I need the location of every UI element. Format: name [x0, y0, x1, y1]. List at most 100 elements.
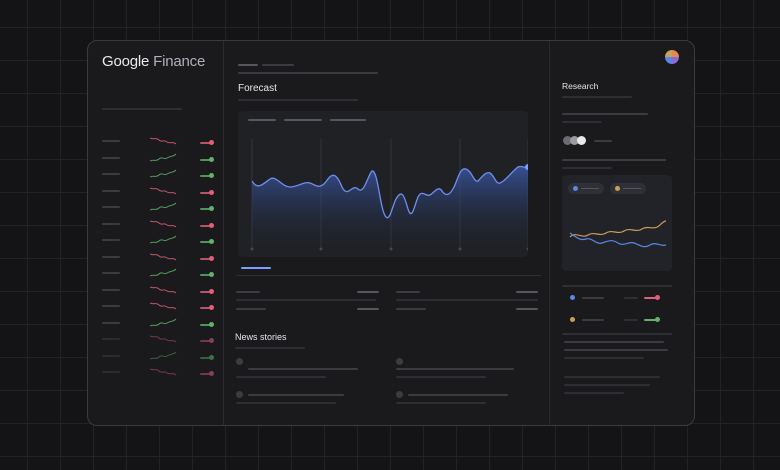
watchlist-row[interactable] [102, 333, 214, 349]
sidebar-subtitle-placeholder [102, 108, 182, 110]
research-title: Research [562, 81, 599, 91]
sparkline [150, 235, 177, 244]
series-dot-icon [570, 295, 575, 300]
series-chip-gold[interactable] [610, 183, 646, 194]
avatar-icon[interactable] [665, 50, 679, 64]
research-text-placeholder [564, 384, 650, 386]
watchlist-row[interactable] [102, 201, 214, 217]
change-dot-icon [209, 371, 214, 376]
series-chip-label [623, 188, 641, 189]
research-list-row[interactable] [562, 315, 672, 325]
news-meta-placeholder [236, 402, 336, 404]
watchlist-row[interactable] [102, 135, 214, 151]
forecast-endpoint-dot [525, 164, 528, 170]
forecast-subline-placeholder [238, 99, 358, 101]
change-dot-icon [209, 272, 214, 277]
forecast-chart[interactable] [238, 111, 528, 257]
news-headline-placeholder [408, 394, 508, 396]
series-chip-label [581, 188, 599, 189]
stat-value [357, 308, 379, 310]
row-change [644, 319, 656, 321]
watchlist-row[interactable] [102, 350, 214, 366]
comparison-chart[interactable] [562, 175, 672, 271]
research-summary-placeholder [562, 113, 648, 115]
avatar-icon [570, 136, 579, 145]
sparkline [150, 335, 177, 343]
series-dot-icon [573, 186, 578, 191]
stat-value [516, 291, 538, 293]
news-meta-placeholder [396, 402, 486, 404]
change-dot-icon [209, 288, 214, 294]
app-logo[interactable]: Google Finance [102, 53, 205, 70]
sparkline [150, 153, 177, 161]
watchlist-row[interactable] [102, 284, 214, 300]
ticker-placeholder [102, 371, 120, 373]
watchlist-row[interactable] [102, 185, 214, 201]
watchlist-row[interactable] [102, 152, 214, 168]
research-summary-placeholder [562, 121, 602, 123]
change-pill [200, 340, 210, 342]
research-divider [562, 285, 672, 287]
research-list-row[interactable] [562, 293, 672, 303]
change-dot-icon [209, 338, 214, 343]
ticker-placeholder [102, 206, 120, 208]
change-dot-icon [209, 305, 214, 310]
stat-value [357, 291, 379, 293]
watchlist-row[interactable] [102, 267, 214, 283]
chart-range-option[interactable] [284, 119, 322, 121]
news-headline-placeholder [248, 368, 358, 370]
news-item[interactable] [396, 358, 536, 388]
watchlist-row[interactable] [102, 366, 214, 382]
change-dot-icon [209, 255, 214, 261]
research-text-placeholder [564, 392, 624, 394]
news-meta-placeholder [396, 376, 486, 378]
change-pill [200, 307, 210, 309]
news-meta-placeholder [236, 376, 326, 378]
sparkline [150, 137, 177, 145]
change-dot-icon [209, 206, 214, 211]
ticker-placeholder [102, 354, 120, 357]
news-item[interactable] [236, 358, 376, 388]
breadcrumb-placeholder[interactable] [262, 64, 294, 66]
watchlist-row[interactable] [102, 218, 214, 234]
research-text-placeholder [562, 159, 666, 161]
research-panel: Research [550, 41, 694, 425]
watchlist-row[interactable] [102, 300, 214, 316]
news-item[interactable] [236, 391, 376, 421]
change-pill [200, 373, 210, 375]
sparkline [150, 268, 177, 277]
watchlist-row[interactable] [102, 251, 214, 267]
ticker-placeholder [102, 156, 120, 159]
breadcrumb-placeholder[interactable] [238, 64, 258, 66]
row-label [582, 319, 604, 321]
research-divider [562, 333, 672, 335]
chart-range-option[interactable] [330, 119, 366, 121]
watchlist-row[interactable] [102, 234, 214, 250]
watchlist-row[interactable] [102, 317, 214, 333]
ticker-placeholder [102, 338, 120, 340]
sparkline [150, 202, 177, 211]
stat-divider [236, 299, 376, 301]
ticker-placeholder [102, 321, 120, 324]
comparison-line-gold [569, 220, 667, 238]
news-subline-placeholder [235, 347, 305, 349]
tab-active-indicator[interactable] [241, 267, 271, 269]
avatar-icon [577, 136, 586, 145]
comparison-line-blue [569, 232, 667, 248]
chart-range-option[interactable] [248, 119, 276, 121]
ticker-placeholder [102, 239, 120, 241]
ticker-placeholder [102, 255, 120, 258]
series-dot-icon [570, 317, 575, 322]
news-item[interactable] [396, 391, 536, 421]
avatar-icon [563, 136, 572, 145]
sparkline [150, 253, 177, 260]
change-dot-icon [209, 354, 214, 360]
series-dot-icon [615, 186, 620, 191]
stat-label [396, 291, 420, 293]
stat-label [236, 291, 260, 293]
watchlist-row[interactable] [102, 168, 214, 184]
logo-google: Google [102, 53, 150, 70]
row-value [624, 319, 638, 321]
series-chip-blue[interactable] [568, 183, 604, 194]
research-text-placeholder [564, 349, 668, 351]
